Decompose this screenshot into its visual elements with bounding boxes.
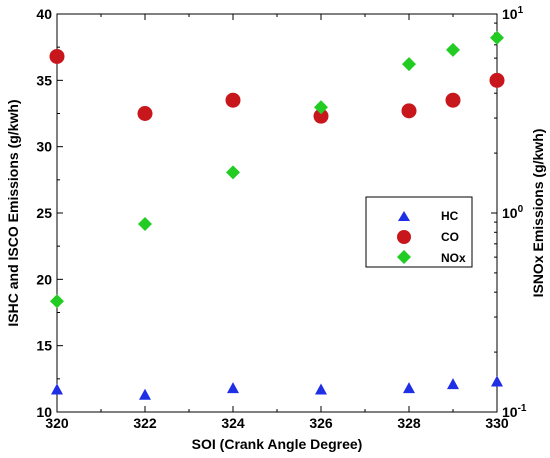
nox-point	[490, 30, 504, 45]
legend-nox-label: NOx	[441, 251, 466, 265]
hc-point	[139, 388, 151, 400]
co-point	[49, 48, 65, 64]
y-axis-title: ISHC and ISCO Emissions (g/kwh)	[5, 99, 21, 326]
y2-tick-label: 101	[502, 5, 524, 22]
nox-point	[314, 100, 328, 115]
co-point	[489, 72, 505, 88]
hc-point	[491, 375, 503, 387]
nox-point	[226, 165, 240, 180]
y2-tick-label: 10-1	[502, 403, 527, 420]
x-tick-label: 324	[221, 415, 245, 431]
y-tick-label: 40	[36, 6, 52, 22]
co-point	[225, 92, 241, 108]
legend-hc-label: HC	[441, 209, 459, 223]
co-point	[313, 108, 329, 124]
legend-hc-marker	[398, 211, 410, 221]
legend-co-marker	[397, 230, 411, 244]
x-tick-label: 330	[485, 415, 509, 431]
y2-axis-title: ISNOx Emissions (g/kwh)	[530, 129, 546, 298]
co-point	[401, 103, 417, 119]
y-tick-label: 30	[36, 139, 52, 155]
legend-co-label: CO	[441, 230, 459, 244]
legend-nox-marker	[397, 250, 411, 264]
x-axis-title: SOI (Crank Angle Degree)	[192, 436, 363, 452]
hc-point	[315, 383, 327, 395]
nox-point	[446, 42, 460, 57]
x-tick-label: 326	[309, 415, 333, 431]
legend-box	[365, 196, 473, 268]
co-point	[445, 92, 461, 108]
hc-point	[227, 382, 239, 394]
x-tick-label: 322	[133, 415, 157, 431]
nox-point	[138, 217, 152, 232]
x-tick-label: 328	[397, 415, 421, 431]
y-tick-label: 10	[36, 404, 52, 420]
y2-tick-label: 100	[502, 204, 524, 221]
co-point	[137, 106, 153, 121]
hc-point	[447, 378, 459, 390]
y-tick-label: 25	[36, 205, 52, 221]
y-tick-label: 15	[36, 338, 52, 354]
nox-point	[402, 57, 416, 72]
hc-point	[403, 382, 415, 394]
y-tick-label: 20	[36, 271, 52, 287]
y-tick-label: 35	[36, 72, 52, 88]
hc-point	[51, 383, 63, 395]
nox-point	[50, 294, 64, 309]
legend: HC CO NOx	[365, 196, 473, 268]
x-tick-label: 320	[45, 415, 69, 431]
